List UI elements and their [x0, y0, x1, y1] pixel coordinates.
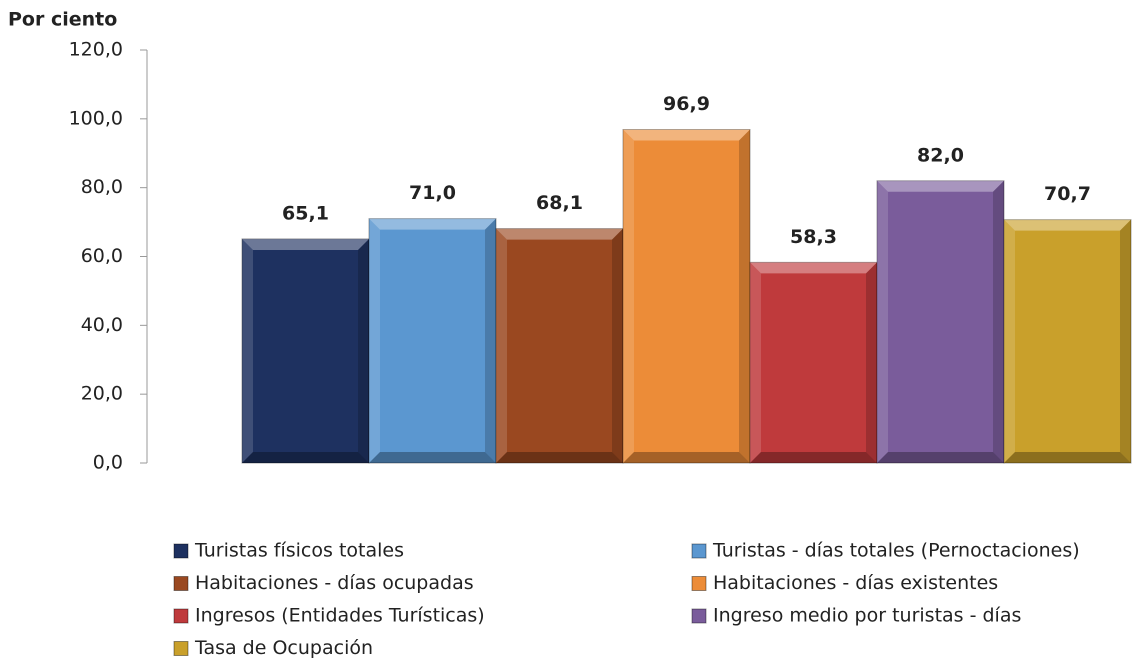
legend-label: Ingreso medio por turistas - días: [713, 605, 1021, 627]
bar-bevel: [1004, 219, 1131, 231]
y-tick-label: 40,0: [81, 314, 123, 336]
y-tick-label: 60,0: [81, 245, 123, 267]
bar: [749, 261, 878, 464]
legend-swatch: [173, 608, 189, 624]
legend-label: Ingresos (Entidades Turísticas): [195, 605, 485, 627]
bar-bevel: [623, 129, 750, 141]
bar-bevel: [496, 452, 623, 463]
y-tick-label: 100,0: [69, 107, 123, 129]
value-label: 82,0: [917, 144, 964, 166]
bar-bevel: [369, 218, 380, 463]
value-label: 71,0: [409, 182, 456, 204]
legend-swatch: [173, 576, 189, 591]
value-label: 58,3: [790, 226, 837, 248]
bar-bevel: [242, 452, 369, 463]
bar-bevel: [866, 262, 877, 463]
value-label: 96,9: [663, 93, 710, 115]
bar-bevel: [877, 180, 888, 464]
bar-bevel: [739, 129, 750, 463]
bar-bevel: [612, 228, 623, 463]
bar: [876, 180, 1005, 464]
bar: [495, 228, 624, 464]
bar-bevel: [496, 228, 623, 240]
bar-bevel: [242, 238, 253, 463]
legend-label: Habitaciones - días ocupadas: [195, 572, 474, 594]
bar-bevel: [750, 262, 877, 274]
y-axis-label: Por ciento: [8, 9, 117, 31]
y-tick-label: 20,0: [81, 383, 123, 405]
legend-label: Tasa de Ocupación: [194, 637, 373, 659]
bar-bevel: [369, 218, 496, 230]
y-tick-label: 120,0: [69, 39, 123, 61]
bar-bevel: [877, 180, 1004, 192]
bar-bevel: [1004, 219, 1015, 463]
legend-label: Habitaciones - días existentes: [713, 572, 998, 594]
value-label: 65,1: [282, 202, 329, 224]
bar: [368, 218, 497, 464]
legend-swatch: [691, 543, 707, 559]
bar-bevel: [242, 238, 369, 250]
y-tick-label: 80,0: [81, 176, 123, 198]
bar-bevel: [1120, 219, 1131, 463]
bar: [1003, 219, 1132, 464]
bar-bevel: [1004, 452, 1131, 463]
bar-bevel: [623, 452, 750, 463]
value-label: 68,1: [536, 192, 583, 214]
legend-swatch: [691, 608, 707, 624]
legend-label: Turistas físicos totales: [194, 540, 404, 562]
bar: [622, 129, 751, 464]
bar-bevel: [623, 129, 634, 463]
bar-bevel: [358, 238, 369, 463]
bar-bevel: [485, 218, 496, 463]
bar-bevel: [369, 452, 496, 463]
legend-swatch: [691, 576, 707, 591]
y-tick-label: 0,0: [93, 452, 123, 474]
legend-label: Turistas - días totales (Pernoctaciones): [712, 540, 1080, 562]
bar-bevel: [750, 262, 761, 463]
bar-bevel: [496, 228, 507, 463]
value-label: 70,7: [1044, 183, 1091, 205]
bar-bevel: [750, 452, 877, 463]
bar: [241, 238, 370, 464]
legend-swatch: [173, 543, 189, 559]
bar-bevel: [993, 180, 1004, 464]
legend-swatch: [173, 641, 189, 656]
bar-bevel: [877, 452, 1004, 463]
